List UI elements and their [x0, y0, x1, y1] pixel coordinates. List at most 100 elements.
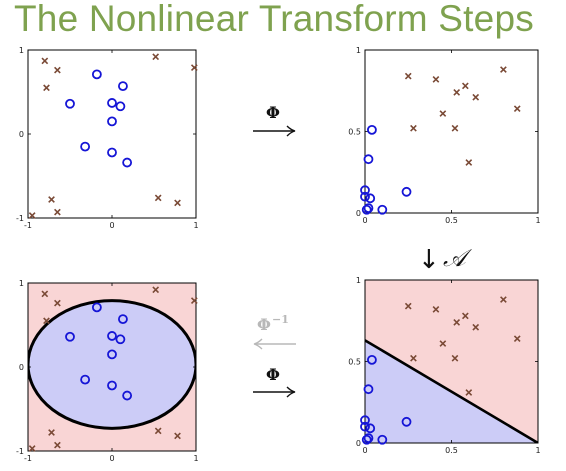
y-tick-label: 0 — [19, 363, 24, 372]
cross-point — [404, 302, 412, 310]
circle-point — [107, 380, 117, 391]
cross-point — [190, 297, 198, 305]
x-tick-label: 0 — [109, 454, 114, 463]
learning-arrow-down: ↓ 𝒜 — [418, 244, 473, 275]
cross-point — [48, 196, 55, 203]
circle-point — [361, 434, 372, 445]
circle-point — [365, 423, 376, 434]
x-tick-label: 0 — [362, 446, 367, 455]
cross-point — [439, 340, 447, 347]
decision-boundary-ellipse — [28, 299, 196, 430]
algorithm-a-label: 𝒜 — [443, 244, 473, 272]
circle-point — [363, 433, 374, 444]
cross-point — [54, 299, 61, 307]
arrow-head-inverse — [253, 338, 263, 350]
circle-point — [65, 331, 75, 342]
circle-point — [401, 416, 412, 427]
cross-point — [500, 296, 507, 303]
plot-top-right: 0 0.5 1 0 0.5 1 — [348, 46, 540, 225]
circle-point — [80, 374, 91, 385]
circle-point — [122, 157, 133, 168]
circle-point — [361, 204, 372, 215]
cross-point — [48, 429, 55, 436]
cross-point — [174, 432, 181, 440]
cross-point — [43, 84, 50, 92]
phi-label-bottom: Φ — [266, 365, 280, 384]
circle-point — [91, 69, 102, 80]
cross-point — [513, 335, 521, 343]
circle-point — [122, 390, 133, 401]
circle-point — [360, 191, 370, 202]
cross-point — [152, 53, 160, 61]
circle-point — [360, 421, 370, 432]
circle-point — [363, 203, 374, 214]
cross-point — [41, 57, 49, 65]
circle-point — [360, 185, 370, 196]
circle-point — [115, 334, 126, 345]
y-tick-label: 1 — [356, 276, 361, 285]
cross-point — [152, 286, 160, 294]
x-tick-label: 0 — [109, 221, 114, 230]
arrow-head-bottom — [286, 386, 296, 398]
phi-transform-arrow-bottom: Φ — [253, 365, 296, 398]
phi-inverse-superscript: −1 — [272, 313, 289, 326]
x-tick-label: 0 — [362, 216, 367, 225]
cross-point — [28, 212, 36, 219]
x-tick-label: 0.5 — [445, 216, 458, 225]
down-arrow-symbol: ↓ — [418, 245, 440, 275]
y-tick-label: 0 — [356, 209, 361, 218]
circle-point — [65, 98, 75, 109]
cross-point — [453, 319, 461, 326]
cross-point — [451, 354, 459, 362]
y-tick-label: 0.5 — [348, 358, 361, 367]
cross-point — [453, 89, 461, 96]
circle-point — [115, 101, 126, 112]
cross-point — [28, 445, 36, 452]
circle-point — [363, 384, 374, 395]
y-tick-label: 1 — [19, 279, 24, 288]
cross-point — [513, 105, 521, 113]
phi-inverse-arrow: Φ −1 — [253, 313, 296, 350]
cross-point — [465, 159, 473, 166]
cross-point — [465, 389, 473, 396]
circle-point — [377, 434, 388, 445]
circle-point — [107, 147, 117, 158]
cross-point — [432, 75, 440, 83]
plot-bottom-right: 0 0.5 1 0 0.5 1 — [348, 276, 540, 455]
cross-point — [41, 290, 49, 298]
circle-point — [91, 302, 102, 313]
y-tick-label: 1 — [356, 46, 361, 55]
circle-point — [118, 314, 128, 325]
circle-point — [107, 116, 117, 127]
cross-point — [54, 441, 61, 449]
cross-point — [174, 199, 181, 207]
x-tick-label: -1 — [24, 454, 32, 463]
x-tick-label: 1 — [535, 446, 540, 455]
cross-point — [54, 66, 61, 74]
circle-point — [80, 141, 91, 152]
cross-point — [472, 93, 480, 101]
circle-point — [107, 98, 117, 108]
circle-point — [118, 81, 128, 92]
y-tick-label: 0 — [19, 130, 24, 139]
x-tick-label: 0.5 — [445, 446, 458, 455]
cross-point — [432, 305, 440, 313]
circle-point — [360, 415, 370, 426]
cross-point — [43, 317, 50, 325]
decision-boundary-line — [365, 339, 538, 443]
circle-point — [401, 186, 412, 197]
circle-point — [107, 331, 117, 341]
cross-point — [472, 323, 480, 331]
cross-point — [410, 354, 417, 362]
cross-point — [410, 124, 417, 132]
cross-point — [500, 66, 507, 73]
circle-point — [367, 124, 377, 135]
phi-label-top: Φ — [266, 103, 280, 122]
plot-top-left: -1 0 1 -1 0 1 — [16, 46, 199, 230]
y-tick-label: 1 — [19, 46, 24, 55]
cross-point — [190, 64, 198, 72]
y-tick-label: 0 — [356, 439, 361, 448]
circle-point — [107, 349, 117, 360]
axes-frame — [364, 49, 539, 214]
circle-point — [367, 354, 377, 365]
